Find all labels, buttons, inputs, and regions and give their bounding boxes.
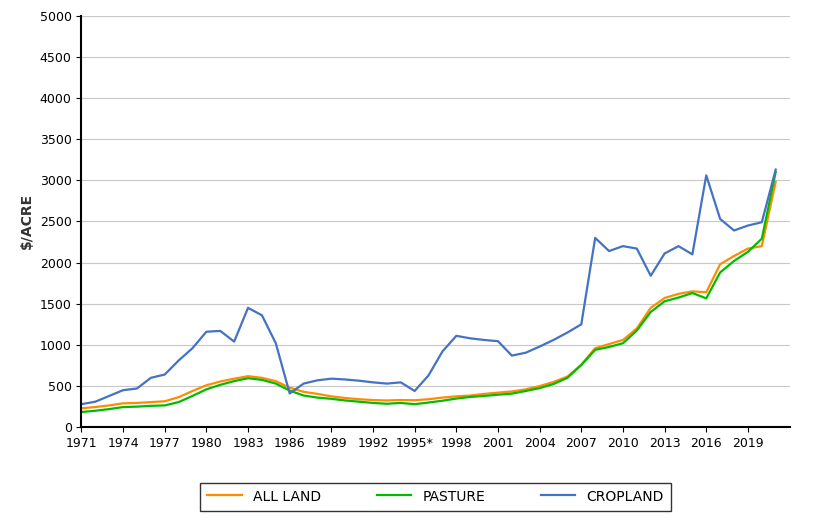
Line: PASTURE: PASTURE	[81, 172, 776, 412]
ALL LAND	[230, 376, 239, 382]
PASTURE	[230, 378, 239, 384]
CROPLAND	[771, 166, 781, 172]
CROPLAND	[535, 343, 545, 350]
PASTURE	[771, 169, 781, 175]
CROPLAND	[757, 219, 767, 226]
PASTURE	[299, 392, 309, 399]
ALL LAND	[285, 384, 295, 391]
CROPLAND	[77, 401, 86, 407]
CROPLAND	[285, 390, 295, 396]
PASTURE	[535, 385, 545, 391]
ALL LAND	[535, 383, 545, 389]
CROPLAND	[230, 339, 239, 345]
CROPLAND	[576, 321, 586, 328]
Legend: ALL LAND, PASTURE, CROPLAND: ALL LAND, PASTURE, CROPLAND	[200, 483, 671, 511]
ALL LAND	[77, 405, 86, 412]
PASTURE	[77, 409, 86, 415]
PASTURE	[285, 388, 295, 394]
Line: ALL LAND: ALL LAND	[81, 182, 776, 408]
ALL LAND	[299, 389, 309, 395]
Line: CROPLAND: CROPLAND	[81, 169, 776, 404]
CROPLAND	[299, 380, 309, 387]
ALL LAND	[576, 362, 586, 368]
ALL LAND	[757, 243, 767, 249]
PASTURE	[576, 362, 586, 368]
ALL LAND	[771, 179, 781, 185]
PASTURE	[757, 235, 767, 242]
Y-axis label: $/ACRE: $/ACRE	[20, 193, 34, 250]
